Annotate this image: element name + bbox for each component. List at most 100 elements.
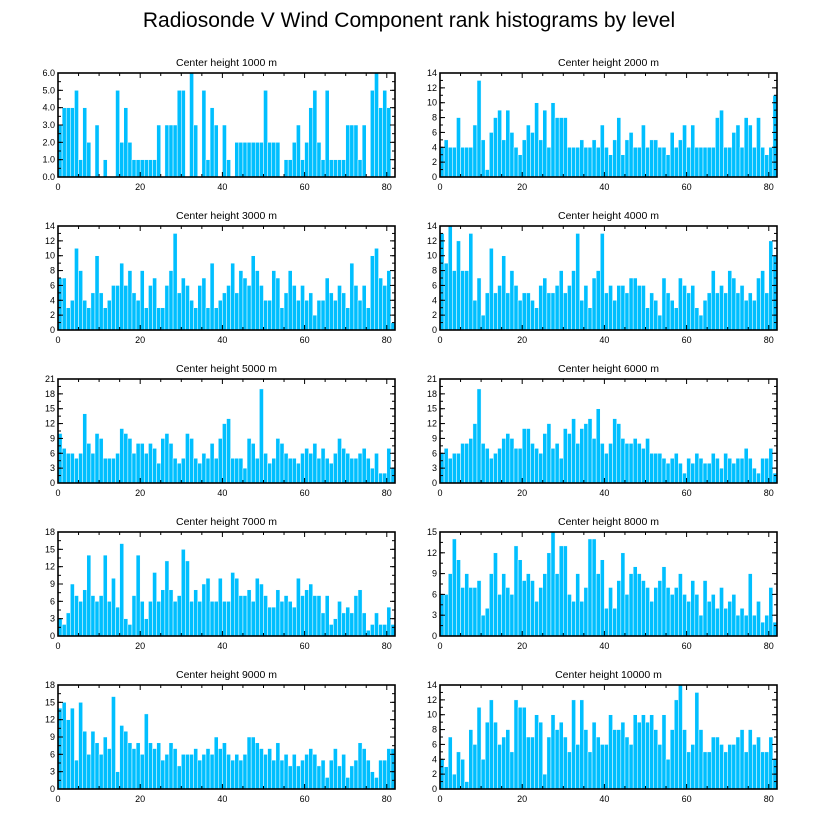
bar — [493, 721, 498, 790]
bar — [657, 314, 663, 331]
bar — [550, 292, 556, 331]
bar — [563, 117, 568, 178]
bar — [333, 300, 338, 331]
y-tick-label: 10 — [427, 251, 437, 261]
histogram-panel: Center height 2000 m 0 2 4 6 8 10 12 14 0 20 40 60 80 — [427, 57, 778, 192]
bar — [452, 270, 457, 331]
y-tick-label: 2 — [432, 769, 437, 779]
bar — [131, 159, 137, 178]
bar — [538, 285, 543, 331]
bar — [267, 300, 272, 331]
bar — [595, 147, 601, 178]
x-tick-label: 20 — [517, 794, 527, 804]
y-tick-label: 12 — [427, 695, 437, 705]
bar — [353, 457, 359, 484]
bar — [530, 736, 535, 790]
bar — [645, 307, 650, 331]
bar — [464, 443, 470, 484]
histogram-panel: Center height 10000 m 0 2 4 6 8 10 12 14 0 20 40 60 8… — [427, 669, 778, 804]
bar — [546, 292, 552, 331]
bar — [185, 754, 190, 790]
bar — [230, 572, 235, 637]
y-tick-label: 2 — [432, 310, 437, 320]
bar — [152, 748, 157, 790]
bar — [653, 139, 659, 178]
bar — [526, 736, 531, 790]
panel-title: Center height 7000 m — [176, 516, 277, 528]
bar — [234, 577, 240, 637]
bar — [620, 721, 626, 790]
bar — [156, 742, 161, 790]
x-tick-label: 20 — [135, 488, 145, 498]
bar — [682, 729, 687, 790]
bar — [616, 285, 622, 331]
bar — [337, 438, 342, 484]
bar — [669, 457, 675, 484]
bar — [743, 300, 749, 331]
bar — [316, 300, 322, 331]
bar — [365, 629, 371, 637]
bar — [267, 748, 272, 790]
bar — [649, 714, 654, 790]
y-tick-label: 3 — [432, 463, 437, 473]
bar — [65, 719, 71, 790]
bar — [259, 748, 264, 790]
bar — [111, 577, 116, 637]
y-tick-label: 3.0 — [42, 120, 55, 130]
bar — [653, 300, 659, 331]
bar — [612, 729, 617, 790]
bar — [160, 759, 166, 790]
bar — [259, 142, 264, 178]
bar — [480, 614, 486, 637]
bar — [65, 453, 71, 484]
bar — [583, 423, 589, 484]
bar — [324, 595, 330, 637]
bar — [135, 742, 141, 790]
bar — [333, 453, 338, 484]
x-tick-label: 0 — [55, 488, 60, 498]
bar — [292, 754, 297, 790]
bar — [70, 707, 75, 790]
bar — [209, 754, 215, 790]
bar — [181, 277, 186, 331]
bar — [719, 285, 724, 331]
bar — [111, 285, 116, 331]
bar — [156, 124, 161, 178]
y-tick-label: 0.0 — [42, 172, 55, 182]
y-tick-label: 4 — [432, 754, 437, 764]
bar — [645, 587, 650, 637]
bar — [328, 624, 334, 637]
bar — [698, 729, 704, 790]
bar — [653, 453, 659, 484]
bar — [484, 292, 490, 331]
bar — [702, 147, 708, 178]
bar — [213, 736, 219, 790]
bar — [119, 543, 125, 637]
bar — [316, 595, 322, 637]
bar — [710, 270, 716, 331]
bar — [304, 589, 309, 637]
bar — [501, 255, 507, 331]
bar — [328, 759, 334, 790]
bar — [292, 142, 297, 178]
bar — [764, 614, 770, 637]
bar — [554, 443, 560, 484]
bar — [349, 765, 355, 790]
bar — [70, 107, 75, 178]
bar — [756, 736, 761, 790]
panel-title: Center height 8000 m — [558, 516, 659, 528]
bar — [460, 147, 465, 178]
bar — [521, 292, 527, 331]
bar — [263, 754, 268, 790]
bar — [242, 277, 248, 331]
bar — [493, 453, 498, 484]
bar — [645, 438, 650, 484]
bar — [731, 277, 737, 331]
bar — [82, 413, 88, 484]
bar — [345, 777, 351, 790]
bar — [542, 773, 548, 790]
bar — [61, 702, 67, 790]
bar — [357, 159, 363, 178]
y-tick-label: 0 — [50, 478, 55, 488]
bar — [452, 147, 457, 178]
